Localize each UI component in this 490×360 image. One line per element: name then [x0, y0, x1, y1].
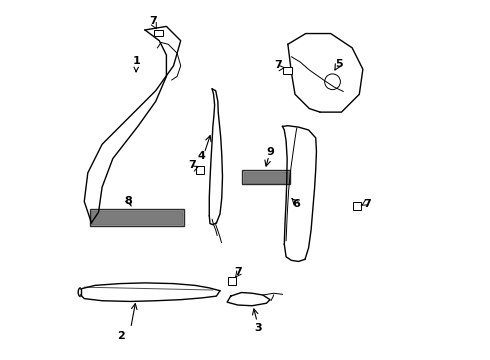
Text: 8: 8 — [124, 196, 132, 206]
Text: 3: 3 — [254, 323, 262, 333]
Circle shape — [325, 74, 341, 90]
Text: 2: 2 — [117, 332, 124, 342]
Text: 6: 6 — [292, 199, 300, 209]
Bar — [244, 172, 289, 183]
Circle shape — [229, 279, 234, 284]
Bar — [196, 166, 204, 174]
Text: 5: 5 — [335, 59, 343, 69]
Bar — [90, 208, 184, 226]
Text: 7: 7 — [149, 16, 157, 26]
Text: 4: 4 — [197, 151, 205, 161]
Text: 7: 7 — [364, 199, 371, 209]
Text: 1: 1 — [132, 56, 140, 72]
Text: 7: 7 — [274, 60, 282, 70]
Circle shape — [198, 167, 203, 172]
Bar — [228, 277, 236, 285]
Bar — [92, 211, 182, 224]
Bar — [283, 67, 292, 74]
Text: 9: 9 — [267, 147, 275, 157]
Text: 7: 7 — [188, 160, 196, 170]
Circle shape — [355, 203, 360, 208]
Text: 7: 7 — [235, 267, 243, 277]
Bar — [154, 30, 163, 36]
Bar — [242, 170, 291, 184]
Bar — [353, 202, 361, 210]
